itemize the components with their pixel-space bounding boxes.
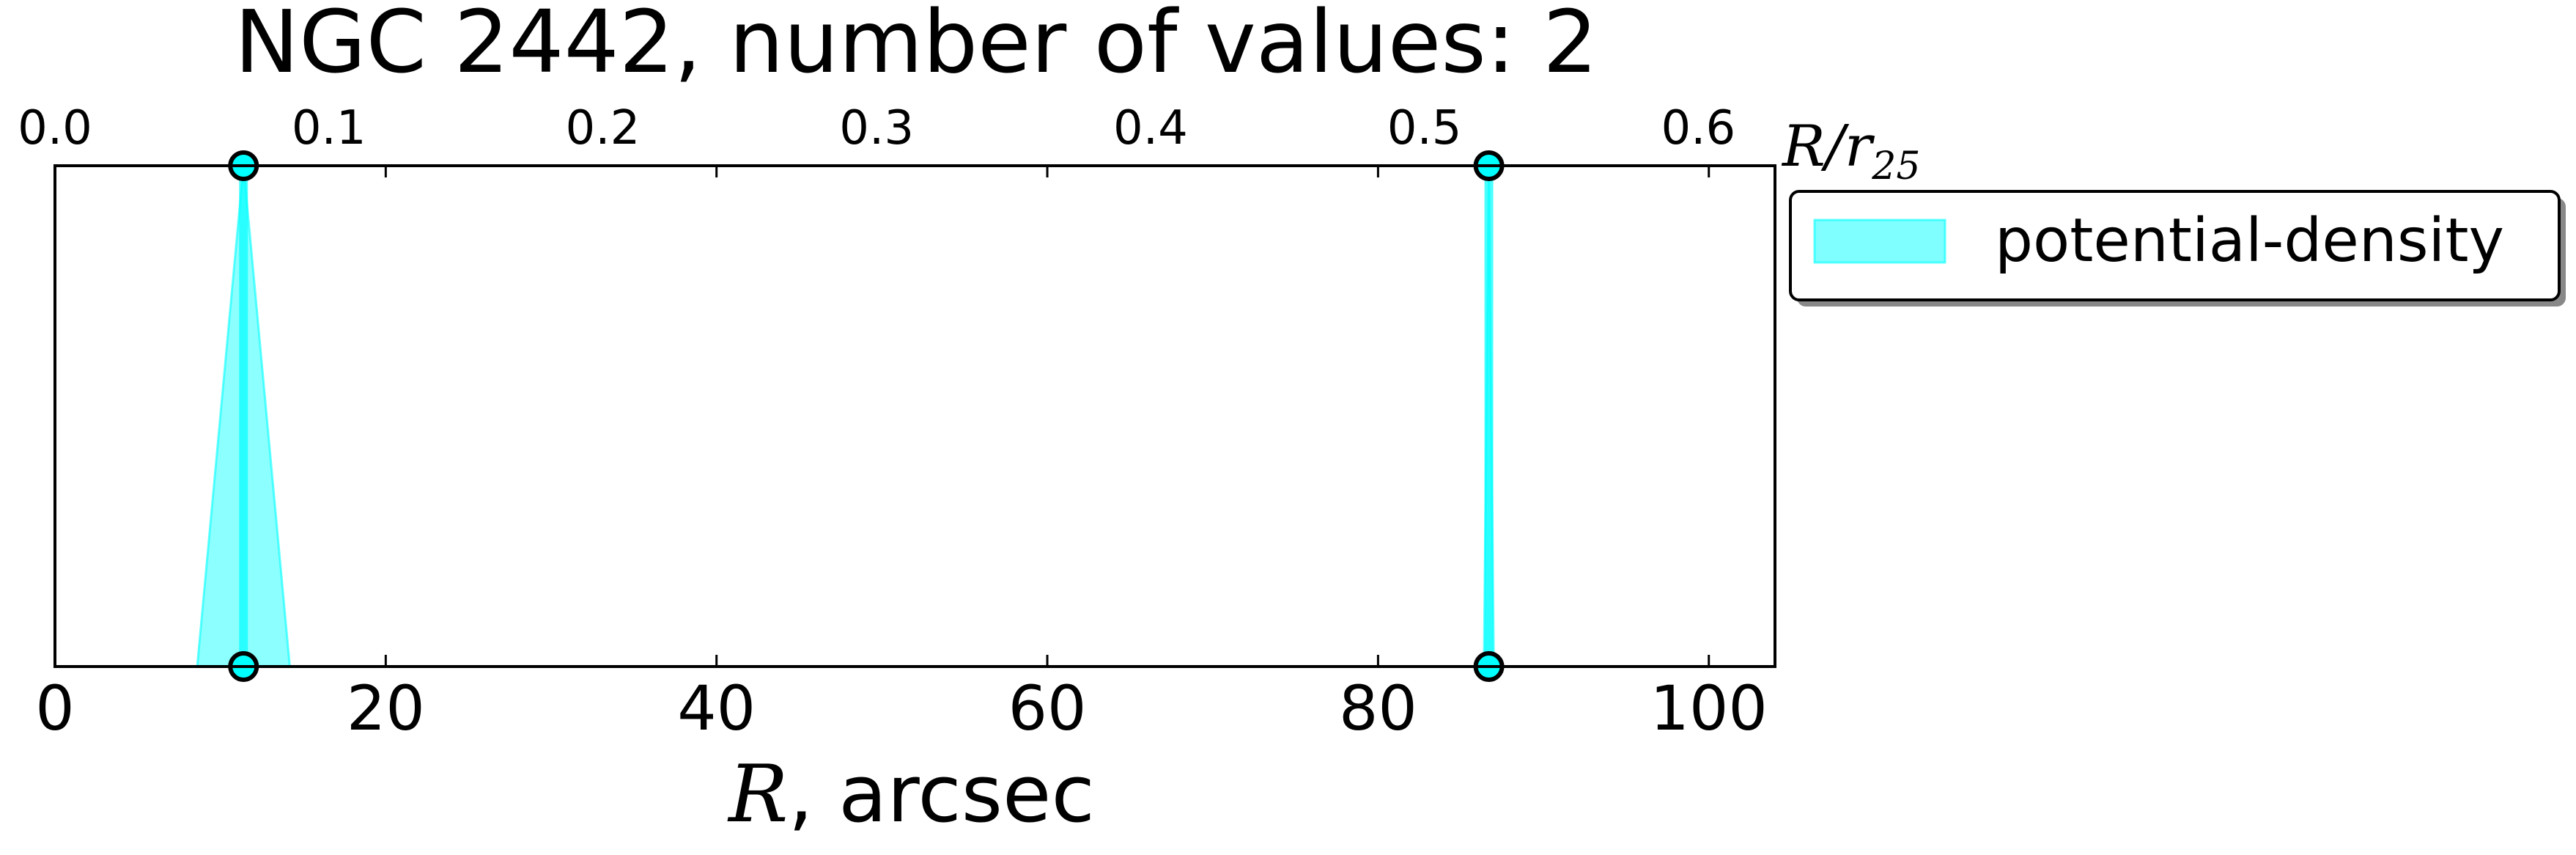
plot-area bbox=[53, 164, 1776, 668]
bands-layer bbox=[196, 165, 1495, 668]
legend: potential-density bbox=[1789, 190, 2566, 307]
x-tick-label: 80 bbox=[1339, 672, 1417, 744]
x-axis-label: R, arcsec bbox=[727, 749, 1095, 840]
x2-axis: 0.0 0.1 0.2 0.3 0.4 0.5 0.6 bbox=[18, 101, 1735, 155]
x2-tick-label: 0.4 bbox=[1113, 101, 1188, 155]
legend-label: potential-density bbox=[1995, 206, 2504, 276]
x2-tick-label: 0.0 bbox=[18, 101, 92, 155]
legend-frame bbox=[1789, 190, 2561, 301]
x-tick-label: 40 bbox=[677, 672, 756, 744]
x2-tick-label: 0.6 bbox=[1661, 101, 1735, 155]
x2-tick-label: 0.2 bbox=[566, 101, 641, 155]
x-tick-label: 0 bbox=[35, 672, 74, 744]
legend-swatch bbox=[1813, 219, 1946, 264]
x-axis: 0 20 40 60 80 100 bbox=[35, 166, 1768, 744]
x2-tick-label: 0.1 bbox=[292, 101, 366, 155]
markers-layer bbox=[228, 150, 1505, 682]
x-tick-label: 60 bbox=[1008, 672, 1087, 744]
x-tick-label: 100 bbox=[1650, 672, 1768, 744]
x-tick-label: 20 bbox=[347, 672, 425, 744]
x2-tick-label: 0.3 bbox=[839, 101, 914, 155]
chart-title: NGC 2442, number of values: 2 bbox=[235, 0, 1598, 92]
x2-axis-label: R/r25 bbox=[1781, 114, 1920, 188]
x2-tick-label: 0.5 bbox=[1387, 101, 1462, 155]
